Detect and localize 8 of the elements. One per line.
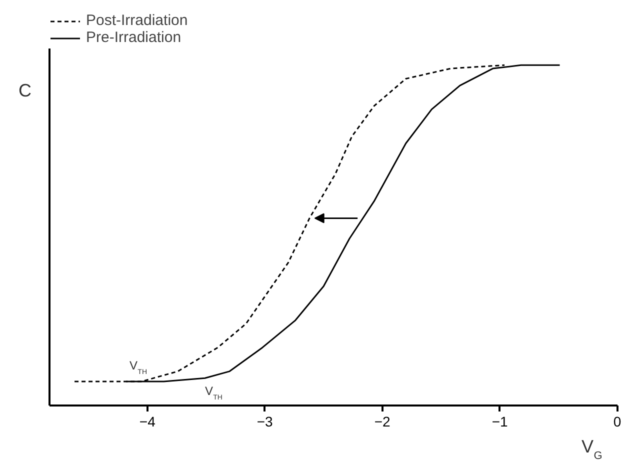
x-tick-label: −1: [492, 413, 508, 430]
x-tick-label: −4: [139, 413, 156, 430]
x-tick-label: −3: [256, 413, 274, 430]
y-axis-title: C: [18, 80, 32, 100]
legend-label: Pre-Irradiation: [86, 29, 182, 46]
x-tick-label: 0: [613, 413, 622, 430]
x-tick-label: −2: [374, 413, 391, 430]
legend-label: Post-Irradiation: [86, 12, 188, 29]
